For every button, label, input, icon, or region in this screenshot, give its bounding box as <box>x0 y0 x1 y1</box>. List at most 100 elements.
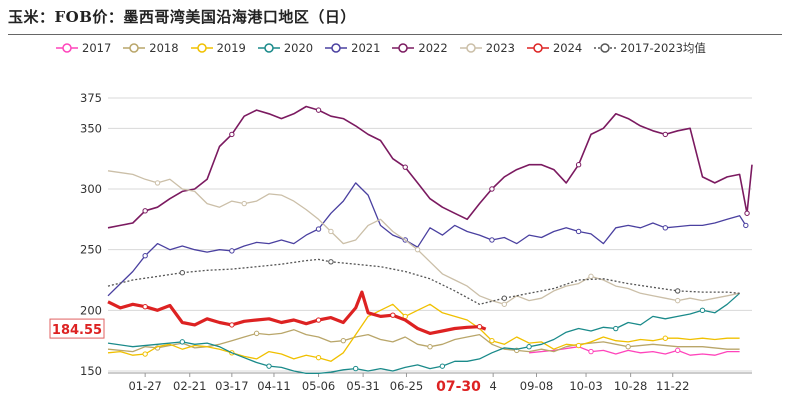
series-marker <box>352 365 359 372</box>
series-marker <box>179 270 186 276</box>
series-marker <box>575 342 582 349</box>
series-line-2022 <box>107 105 753 229</box>
series-marker <box>328 259 334 265</box>
legend-label: 2024 <box>552 41 583 55</box>
legend-item[interactable]: 2019 <box>190 40 246 56</box>
legend-label: 2022 <box>418 41 448 55</box>
legend-swatch-icon <box>325 43 348 53</box>
series-marker <box>414 246 421 253</box>
legend-item[interactable]: 2017 <box>56 40 111 56</box>
legend-swatch-icon <box>459 43 482 53</box>
series-marker <box>588 348 594 355</box>
legend-item[interactable]: 2023 <box>459 40 515 56</box>
current-date-label: 07-30 <box>436 379 481 395</box>
legend-item[interactable]: 2022 <box>392 40 448 56</box>
series-line-2017 <box>529 346 740 356</box>
series-line-2023 <box>107 170 740 305</box>
legend-item[interactable]: 2024 <box>526 40 583 56</box>
series-marker <box>439 363 446 369</box>
series-marker <box>229 322 235 328</box>
series-marker <box>142 303 148 310</box>
x-tick-label: 4 <box>489 379 496 393</box>
y-tick-label: 250 <box>80 243 102 257</box>
chart-legend: 2017 2018 2019 2020 2021 2022 2023 2024 2017-202… <box>56 40 718 56</box>
x-tick-label: 10-03 <box>569 379 602 393</box>
series-marker <box>744 210 750 216</box>
series-marker <box>154 180 161 186</box>
legend-swatch-icon <box>392 43 415 53</box>
series-marker <box>142 351 148 357</box>
series-marker <box>526 344 532 350</box>
series-marker <box>241 200 247 207</box>
x-tick-label: 05-06 <box>302 379 335 393</box>
series-marker <box>575 228 582 235</box>
legend-swatch-icon <box>123 43 146 53</box>
legend-label: 2018 <box>149 41 179 55</box>
series-marker <box>390 312 396 318</box>
x-tick-label: 01-27 <box>128 379 161 393</box>
series-line-2024 <box>107 290 487 335</box>
legend-label: 2021 <box>351 41 381 55</box>
series-line-2020 <box>107 292 741 375</box>
y-tick-label: 300 <box>80 182 102 196</box>
legend-label: 2017-2023均值 <box>620 41 706 55</box>
legend-label: 2017 <box>82 41 112 55</box>
series-marker <box>489 186 495 192</box>
y-tick-label: 150 <box>80 364 102 378</box>
series-marker <box>662 335 669 341</box>
series-marker <box>674 297 681 304</box>
current-value-label: 184.55 <box>52 323 102 338</box>
series-marker <box>489 237 495 243</box>
x-tick-label: 09-08 <box>520 379 553 393</box>
series-marker <box>315 317 322 323</box>
legend-label: 2020 <box>283 41 314 55</box>
series-marker <box>328 228 334 235</box>
series-marker <box>743 222 749 229</box>
series-marker <box>229 248 235 254</box>
series-marker <box>674 347 681 354</box>
title-divider <box>8 34 782 35</box>
legend-item[interactable]: 2017-2023均值 <box>594 40 706 56</box>
x-tick-label: 02-21 <box>173 379 206 393</box>
series-marker <box>427 344 433 350</box>
series-marker <box>575 162 582 168</box>
series-marker <box>179 339 186 345</box>
series-line-2021 <box>107 182 747 297</box>
legend-swatch-icon <box>257 43 280 53</box>
series-marker <box>315 107 322 113</box>
legend-item[interactable]: 2020 <box>257 40 314 56</box>
series-marker <box>315 354 322 361</box>
series-marker <box>266 363 272 369</box>
series-marker <box>699 307 706 314</box>
legend-label: 2019 <box>216 41 246 55</box>
legend-swatch-icon <box>594 43 617 53</box>
x-tick-label: 04-11 <box>257 379 290 393</box>
series-marker <box>588 273 594 280</box>
legend-item[interactable]: 2018 <box>123 40 179 56</box>
legend-swatch-icon <box>190 43 213 53</box>
y-tick-label: 375 <box>80 91 102 105</box>
legend-label: 2023 <box>485 41 515 55</box>
y-tick-label: 350 <box>80 121 102 135</box>
legend-item[interactable]: 2021 <box>325 40 380 56</box>
x-tick-label: 11-22 <box>656 379 689 393</box>
legend-swatch-icon <box>526 43 549 53</box>
series-marker <box>501 301 508 307</box>
series-marker <box>253 330 260 337</box>
series-marker <box>662 225 669 231</box>
series-marker <box>674 288 681 294</box>
series-marker <box>229 131 235 138</box>
legend-swatch-icon <box>56 43 78 53</box>
series-line-2018 <box>107 329 740 353</box>
current-value-box <box>49 318 105 339</box>
series-line-2019 <box>107 303 740 362</box>
series-marker <box>315 226 322 232</box>
series-marker <box>662 131 669 138</box>
series-marker <box>340 337 347 344</box>
x-tick-label: 10-28 <box>614 379 647 393</box>
series-marker <box>625 344 631 350</box>
series-marker <box>501 295 508 301</box>
series-marker <box>142 253 148 259</box>
series-marker <box>613 325 619 332</box>
